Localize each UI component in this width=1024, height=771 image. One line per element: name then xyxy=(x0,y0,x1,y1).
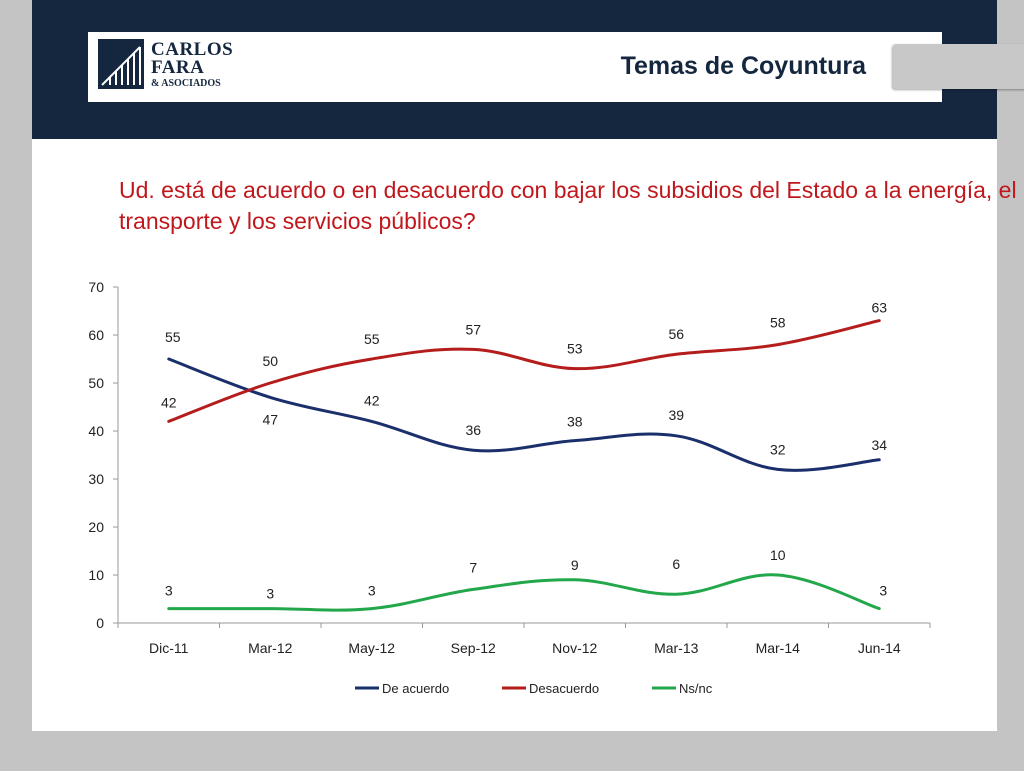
x-tick-label: Sep-12 xyxy=(451,640,496,656)
x-tick-label: Mar-12 xyxy=(248,640,293,656)
logo-wordmark: CARLOS FARA & ASOCIADOS xyxy=(151,39,234,90)
side-tab xyxy=(893,44,1024,89)
data-label-de-acuerdo: 39 xyxy=(668,407,684,423)
data-label-desacuerdo: 63 xyxy=(871,300,887,316)
company-logo: CARLOS FARA & ASOCIADOS xyxy=(98,39,248,93)
series-line-de-acuerdo xyxy=(167,357,881,472)
data-label-desacuerdo: 42 xyxy=(161,394,177,410)
y-tick-label: 70 xyxy=(88,279,104,295)
data-label-desacuerdo: 58 xyxy=(770,315,786,331)
header-title: Temas de Coyuntura xyxy=(620,52,866,80)
data-label-desacuerdo: 53 xyxy=(567,341,583,357)
data-label-ns-nc: 10 xyxy=(770,547,786,563)
y-tick-label: 10 xyxy=(88,567,104,583)
legend-label-ns-nc: Ns/nc xyxy=(679,681,713,696)
data-label-desacuerdo: 56 xyxy=(668,326,684,342)
data-label-ns-nc: 6 xyxy=(672,556,680,572)
data-label-ns-nc: 3 xyxy=(266,586,274,602)
data-label-desacuerdo: 57 xyxy=(465,321,481,337)
y-tick-label: 20 xyxy=(88,519,104,535)
x-tick-label: Jun-14 xyxy=(858,640,901,656)
y-tick-label: 40 xyxy=(88,423,104,439)
data-label-ns-nc: 3 xyxy=(165,583,173,599)
data-label-de-acuerdo: 36 xyxy=(465,422,481,438)
y-tick-label: 50 xyxy=(88,375,104,391)
data-label-ns-nc: 9 xyxy=(571,557,579,573)
logo-mark-icon xyxy=(98,39,144,89)
series-line-desacuerdo xyxy=(167,319,881,423)
data-label-de-acuerdo: 47 xyxy=(262,411,278,427)
data-label-de-acuerdo: 38 xyxy=(567,414,583,430)
data-label-ns-nc: 3 xyxy=(368,583,376,599)
header-box: CARLOS FARA & ASOCIADOS Temas de Coyuntu… xyxy=(88,32,942,102)
x-tick-label: Mar-13 xyxy=(654,640,699,656)
logo-line-1: CARLOS xyxy=(151,39,234,60)
survey-question: Ud. está de acuerdo o en desacuerdo con … xyxy=(119,177,1017,234)
data-label-ns-nc: 3 xyxy=(879,583,887,599)
data-label-de-acuerdo: 32 xyxy=(770,441,786,457)
data-label-desacuerdo: 50 xyxy=(262,353,278,369)
data-label-ns-nc: 7 xyxy=(469,559,477,575)
data-label-de-acuerdo: 42 xyxy=(364,392,380,408)
series-line-ns-nc xyxy=(167,573,881,612)
y-tick-label: 30 xyxy=(88,471,104,487)
x-tick-label: Dic-11 xyxy=(149,640,189,656)
y-tick-label: 0 xyxy=(96,615,104,631)
logo-line-2: FARA xyxy=(151,57,205,78)
y-tick-label: 60 xyxy=(88,327,104,343)
x-tick-label: Mar-14 xyxy=(756,640,801,656)
header-band: CARLOS FARA & ASOCIADOS Temas de Coyuntu… xyxy=(32,0,997,139)
data-label-desacuerdo: 55 xyxy=(364,331,380,347)
legend-label-de-acuerdo: De acuerdo xyxy=(382,681,449,696)
x-tick-label: Nov-12 xyxy=(552,640,597,656)
legend-label-desacuerdo: Desacuerdo xyxy=(529,681,599,696)
data-label-de-acuerdo: 34 xyxy=(871,437,887,453)
x-tick-label: May-12 xyxy=(348,640,395,656)
logo-line-3: & ASOCIADOS xyxy=(151,78,221,89)
data-label-de-acuerdo: 55 xyxy=(165,329,181,345)
